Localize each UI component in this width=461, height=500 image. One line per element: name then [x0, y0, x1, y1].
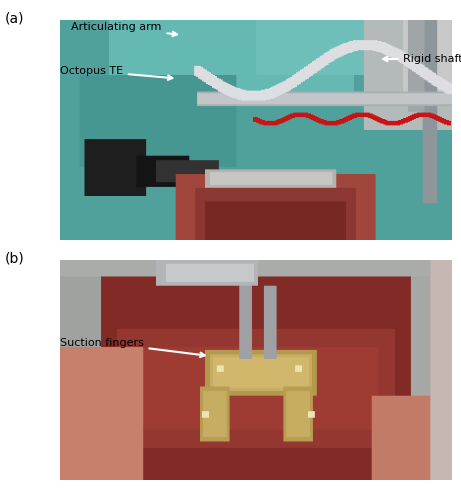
- Text: Suction fingers: Suction fingers: [60, 338, 205, 357]
- Text: (a): (a): [5, 11, 24, 25]
- Text: Rigid shaft: Rigid shaft: [383, 54, 461, 64]
- Text: Octopus TE: Octopus TE: [60, 66, 172, 80]
- Text: Articulating arm: Articulating arm: [71, 22, 177, 36]
- Text: (b): (b): [5, 251, 24, 265]
